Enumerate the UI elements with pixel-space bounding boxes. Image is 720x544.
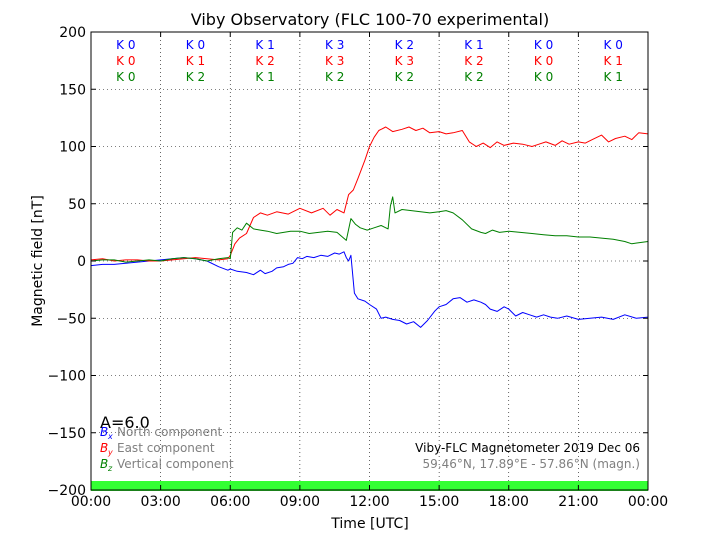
k-index-label: K 2 bbox=[395, 70, 414, 84]
x-tick-label: 12:00 bbox=[349, 494, 389, 510]
series-line-x bbox=[90, 251, 649, 328]
k-index-label: K 1 bbox=[464, 38, 483, 52]
k-index-label: K 2 bbox=[395, 38, 414, 52]
x-tick-label: 00:00 bbox=[71, 494, 111, 510]
k-index-label: K 2 bbox=[255, 54, 274, 68]
y-tick-label: 200 bbox=[59, 25, 86, 41]
y-tick-label: 0 bbox=[77, 254, 86, 270]
legend-subscript: y bbox=[107, 448, 113, 457]
k-index-table: K 0 K 0 K 1 K 3 K 2 K 1 K 0 K 0 K 0 K 1 K 2 K 3 K 3 K… bbox=[116, 38, 623, 84]
k-index-label: K 0 bbox=[534, 38, 553, 52]
k-index-label: K 0 bbox=[116, 70, 135, 84]
legend-symbol: B bbox=[100, 425, 108, 439]
legend-symbol: B bbox=[100, 457, 108, 471]
a-index-label: A=6.0 bbox=[100, 413, 150, 432]
x-tick-label: 15:00 bbox=[419, 494, 459, 510]
y-tick-label: 100 bbox=[59, 140, 86, 156]
y-axis-label: Magnetic field [nT] bbox=[30, 195, 46, 327]
legend-label: North component bbox=[117, 425, 223, 439]
y-tick-label: −150 bbox=[48, 426, 86, 442]
legend-symbol: B bbox=[100, 441, 108, 455]
k-index-label: K 0 bbox=[534, 54, 553, 68]
station-info-line2: 59.46°N, 17.89°E - 57.86°N (magn.) bbox=[423, 457, 640, 471]
legend-subscript: x bbox=[107, 432, 113, 441]
y-tick-label: −100 bbox=[48, 369, 86, 385]
x-axis: 00:00 03:00 06:00 09:00 12:00 15:00 18:00 21:00… bbox=[71, 32, 668, 510]
legend-label: East component bbox=[117, 441, 215, 455]
k-index-label: K 3 bbox=[395, 54, 414, 68]
x-tick-label: 06:00 bbox=[210, 494, 250, 510]
k-index-label: K 0 bbox=[534, 70, 553, 84]
y-tick-label: 50 bbox=[68, 197, 86, 213]
k-index-label: K 1 bbox=[604, 70, 623, 84]
x-tick-label: 18:00 bbox=[489, 494, 529, 510]
k-index-label: K 1 bbox=[186, 54, 205, 68]
legend-label: Vertical component bbox=[117, 457, 234, 471]
y-axis: 200 150 100 50 0 −50 −100 −150 −200 bbox=[48, 25, 648, 499]
chart-title: Viby Observatory (FLC 100-70 experimenta… bbox=[191, 10, 550, 29]
data-series bbox=[90, 126, 649, 328]
y-tick-label: 150 bbox=[59, 82, 86, 98]
series-line-z bbox=[90, 196, 649, 263]
k-index-label: K 0 bbox=[186, 38, 205, 52]
k-index-label: K 1 bbox=[255, 70, 274, 84]
x-axis-label: Time [UTC] bbox=[330, 516, 408, 532]
k-index-label: K 3 bbox=[325, 54, 344, 68]
y-tick-label: −200 bbox=[48, 483, 86, 499]
station-info-line1: Viby-FLC Magnetometer 2019 Dec 06 bbox=[415, 441, 640, 455]
grid-lines bbox=[91, 32, 648, 490]
x-tick-label: 09:00 bbox=[280, 494, 320, 510]
k-index-label: K 1 bbox=[255, 38, 274, 52]
k-index-label: K 0 bbox=[116, 38, 135, 52]
legend-subscript: z bbox=[107, 464, 113, 473]
k-index-label: K 2 bbox=[464, 54, 483, 68]
k-index-label: K 0 bbox=[604, 38, 623, 52]
series-line-y bbox=[90, 126, 649, 262]
k-index-label: K 3 bbox=[325, 38, 344, 52]
k-index-label: K 1 bbox=[604, 54, 623, 68]
k-index-label: K 2 bbox=[186, 70, 205, 84]
x-tick-label: 00:00 bbox=[628, 494, 668, 510]
k-index-label: K 2 bbox=[325, 70, 344, 84]
k-index-label: K 2 bbox=[464, 70, 483, 84]
y-tick-label: −50 bbox=[56, 311, 86, 327]
x-tick-label: 21:00 bbox=[558, 494, 598, 510]
k-index-label: K 0 bbox=[116, 54, 135, 68]
x-tick-label: 03:00 bbox=[140, 494, 180, 510]
